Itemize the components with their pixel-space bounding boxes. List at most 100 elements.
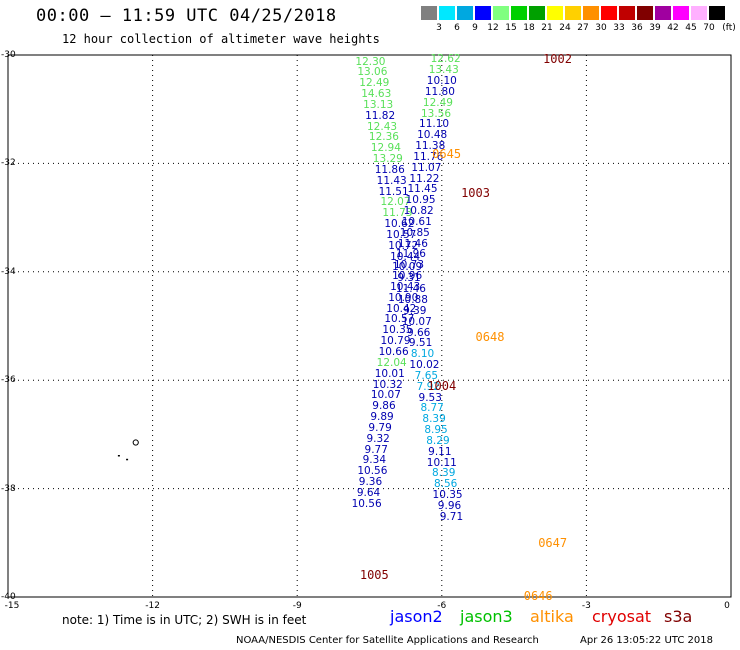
wave-height-value: 11.38	[415, 140, 446, 153]
wave-height-value: 10.95	[405, 194, 436, 207]
wave-height-value: 10.42	[386, 302, 417, 315]
wave-height-value: 9.34	[362, 454, 387, 467]
wave-height-value: 10.10	[426, 75, 457, 88]
wave-height-value: 9.32	[366, 432, 390, 445]
wave-height-value: 10.01	[374, 367, 405, 380]
wave-height-value: 11.43	[376, 174, 407, 187]
wave-height-value: 10.88	[397, 293, 428, 306]
wave-height-value: 11.07	[411, 161, 442, 174]
page-title: 00:00 – 11:59 UTC 04/25/2018	[36, 6, 337, 26]
wave-height-value: 11.86	[374, 163, 405, 176]
wave-height-value: 11.10	[419, 118, 450, 131]
legend-swatch	[583, 6, 599, 20]
wave-height-value: 10.48	[417, 129, 448, 142]
x-tick-label: -3	[581, 601, 591, 611]
wave-height-value: 10.82	[403, 205, 434, 218]
footnote: note: 1) Time is in UTC; 2) SWH is in fe…	[62, 613, 307, 627]
wave-height-value: 13.06	[357, 66, 388, 79]
wave-height-value: 9.79	[368, 421, 392, 434]
legend-swatch	[691, 6, 707, 20]
legend-tick-label: 39	[649, 23, 661, 33]
wave-height-value: 10.62	[384, 218, 415, 231]
wave-height-value: 10.09	[392, 261, 423, 274]
satellite-s3a: s3a	[664, 607, 693, 626]
x-tick-label: -9	[292, 601, 302, 611]
wave-height-value: 10.44	[390, 250, 421, 263]
legend-tick-label: 36	[631, 23, 643, 33]
legend-swatch	[619, 6, 635, 20]
wave-height-value: 10.90	[388, 291, 419, 304]
satellite-jason3: jason3	[460, 607, 513, 626]
legend-tick-label: 42	[667, 23, 679, 33]
wave-height-value: 9.86	[372, 400, 396, 413]
legend-unit: (ft)	[722, 23, 736, 33]
legend-tick-label: 45	[685, 23, 697, 33]
wave-height-value: 10.56	[357, 465, 388, 478]
wave-height-value: 12.49	[422, 96, 453, 109]
islet-shape	[117, 454, 120, 457]
wave-height-value: 10.02	[409, 359, 440, 372]
y-tick-label: -38	[1, 483, 16, 494]
legend-tick-label: 9	[472, 23, 478, 33]
wave-height-value: 10.56	[351, 497, 382, 510]
wave-height-value: 10.35	[432, 489, 463, 502]
wave-height-value: 10.57	[386, 228, 417, 241]
wave-height-value: 9.77	[364, 443, 388, 456]
wave-height-value: 10.85	[399, 226, 430, 239]
wave-height-value: 13.29	[372, 153, 403, 166]
wave-height-value: 9.71	[439, 510, 464, 523]
legend-swatch	[439, 6, 455, 20]
island-shape	[132, 439, 139, 446]
wave-height-value: 8.29	[426, 434, 450, 447]
wave-height-value: 12.30	[355, 55, 386, 68]
wave-height-value: 12.07	[380, 196, 411, 209]
legend-tick-label: 27	[577, 23, 589, 33]
wave-height-value: 10.43	[390, 280, 421, 293]
wave-height-value: 12.62	[430, 53, 461, 66]
legend-tick-label: 3	[436, 23, 442, 33]
y-tick-label: -32	[1, 158, 16, 169]
page-subtitle: 12 hour collection of altimeter wave hei…	[62, 32, 380, 46]
credit-line: NOAA/NESDIS Center for Satellite Applica…	[236, 635, 539, 646]
wave-height-value: 10.07	[401, 315, 432, 328]
wave-height-value: 11.80	[424, 85, 455, 98]
legend-tick-label: 15	[505, 23, 517, 33]
wave-height-value: 8.39	[422, 413, 446, 426]
wave-height-value: 9.66	[406, 326, 431, 339]
legend-tick-label: 33	[613, 23, 625, 33]
legend-swatch	[673, 6, 689, 20]
x-tick-label: -12	[145, 601, 160, 611]
wave-height-value: 8.39	[432, 467, 456, 480]
wave-height-value: 9.51	[408, 337, 433, 350]
legend-tick-label: 24	[559, 23, 571, 33]
wave-height-value: 11.82	[365, 109, 396, 122]
wave-height-value: 12.94	[370, 142, 401, 155]
wave-height-value: 9.39	[403, 304, 427, 317]
wave-height-value: 11.46	[395, 283, 426, 296]
legend-swatch	[709, 6, 725, 20]
wave-height-value: 9.89	[370, 411, 394, 424]
time-label: 1004	[427, 378, 457, 393]
wave-height-value: 9.64	[356, 486, 381, 499]
wave-height-value: 9.11	[428, 445, 452, 458]
timestamp: Apr 26 13:05:22 UTC 2018	[580, 635, 713, 646]
time-label: 1003	[461, 186, 490, 201]
satellite-jason2: jason2	[390, 607, 443, 626]
wave-height-value: 10.32	[372, 378, 403, 391]
wave-height-value: 11.73	[382, 207, 413, 220]
satellite-altika: altika	[530, 607, 574, 626]
x-tick-label: -6	[437, 601, 447, 611]
wave-height-value: 9.53	[418, 391, 442, 404]
time-label: 1002	[543, 52, 572, 67]
wave-height-value: 9.96	[437, 499, 462, 512]
x-tick-label: 0	[724, 601, 730, 611]
legend-swatch	[547, 6, 563, 20]
wave-height-value: 12.43	[367, 120, 398, 133]
legend-swatch	[529, 6, 545, 20]
wave-height-value: 11.51	[378, 185, 409, 198]
wave-height-value: 10.66	[378, 346, 409, 359]
wave-height-value: 10.72	[388, 239, 419, 252]
wave-height-value: 12.49	[359, 77, 390, 90]
wave-height-value: 11.76	[413, 150, 444, 163]
